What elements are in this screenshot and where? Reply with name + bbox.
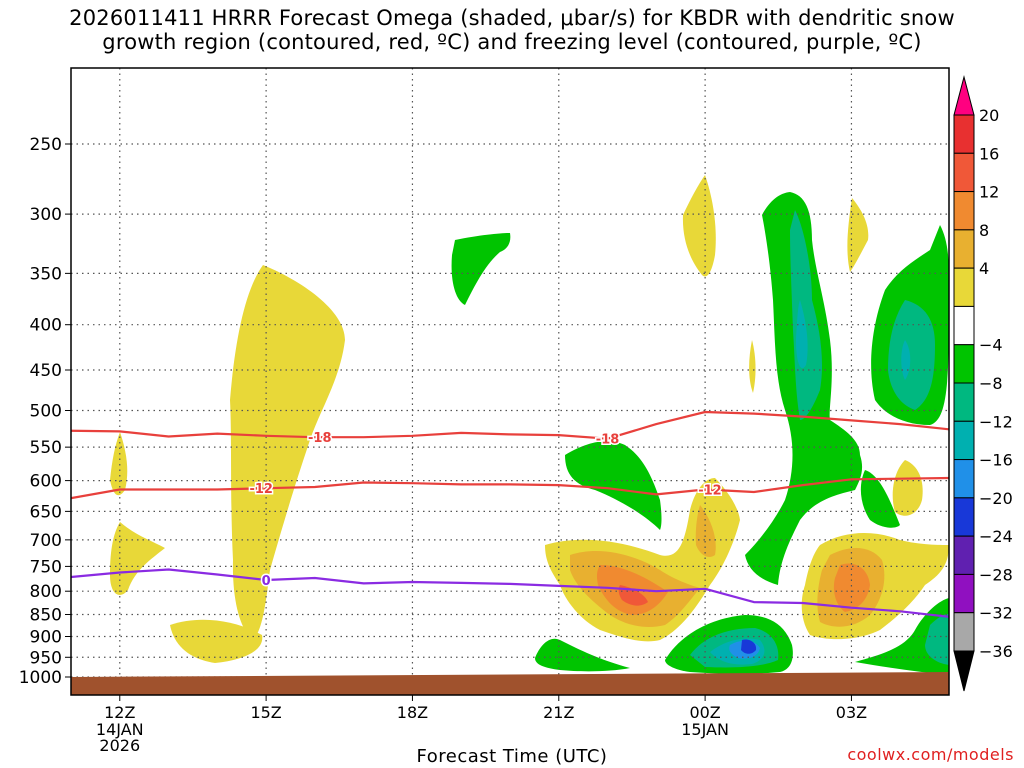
omega-region-orange-00z-a [695,505,716,557]
ground-terrain [71,672,949,695]
colorbar-swatch-5 [953,305,975,346]
y-tick-label-600: 600 [30,472,62,492]
y-tick-label-450: 450 [30,361,62,381]
y-tick-label-250: 250 [30,135,62,155]
contour-label-0-0: 0 [262,574,271,589]
title-line-1: 2026011411 HRRR Forecast Omega (shaded, … [69,6,955,30]
colorbar-swatch-6 [953,344,975,384]
colorbar-label-6: −8 [979,374,1003,393]
colorbar-label-9: −20 [979,489,1013,508]
omega-region-orange-03z-b [833,563,870,612]
omega-region-darkblue-01z [741,639,757,654]
colorbar-swatch-11 [953,535,975,575]
omega-region-green-04z-low [855,598,949,675]
colorbar-swatch-2 [953,191,975,231]
colorbar-bottom-arrow [953,650,975,692]
omega-region-teal-02z [790,210,823,420]
omega-region-teal-04z-low [925,613,949,665]
contour-lines: -18 -18 -12 -12 0 [71,410,949,618]
colorbar-label-3: 8 [979,221,989,240]
y-tick-label-850: 850 [30,606,62,626]
colorbar-swatch-4 [953,267,975,307]
chart-title: 2026011411 HRRR Forecast Omega (shaded, … [0,6,1024,54]
y-tick-label-900: 900 [30,627,62,647]
y-tick-label-750: 750 [30,557,62,577]
contour-line-0 [71,568,949,618]
x-tick-label-21Z: 21Z [543,703,574,722]
omega-region-yellow-03z-upper [847,198,869,272]
colorbar-swatch-9 [953,459,975,499]
colorbar-label-11: −28 [979,565,1013,584]
x-tick-label-15Z: 15Z [250,703,281,722]
colorbar-swatch-8 [953,420,975,461]
x-tick-label-12Z: 12Z [104,703,135,722]
x-tick-label-03Z: 03Z [836,703,867,722]
y-tick-label-350: 350 [30,264,62,284]
omega-region-yellow-04z [892,460,923,516]
colorbar-swatch-12 [953,573,975,614]
colorbar-label-7: −12 [979,412,1013,431]
colorbar-label-5: −4 [979,336,1003,355]
y-tick-label-800: 800 [30,582,62,602]
x-tick-label-00Z: 00Z [689,703,720,722]
omega-region-yellow-00z-upper [682,175,716,277]
credit-text: coolwx.com/models [847,745,1014,764]
omega-region-yellow-15z [230,265,345,640]
y-tick-label-400: 400 [30,316,62,336]
omega-region-green-03z-mid [860,470,900,528]
omega-region-green-22z [565,441,662,530]
y-axis: 2503003504004505005506006507007508008509… [19,135,71,688]
colorbar-label-8: −16 [979,451,1013,470]
y-tick-label-650: 650 [30,502,62,522]
y-tick-label-300: 300 [30,205,62,225]
x-tick-sublabel-15JAN: 15JAN [681,720,729,739]
colorbar-label-13: −36 [979,642,1013,661]
x-tick-sublabel-2026: 2026 [99,736,140,755]
omega-region-yellow-12z-lower [110,522,165,595]
colorbar-swatch-0 [953,114,975,154]
plot-frame [70,67,950,696]
colorbar-swatch-7 [953,382,975,422]
y-tick-label-500: 500 [30,402,62,422]
omega-region-teal-04z [888,300,935,410]
y-tick-label-950: 950 [30,648,62,668]
contour-label--18-0: -18 [308,431,332,446]
x-axis-title: Forecast Time (UTC) [416,746,608,767]
omega-region-yellow-01z [749,340,756,393]
x-tick-label-18Z: 18Z [397,703,428,722]
colorbar-label-12: −32 [979,604,1013,623]
colorbar: 20 16 12 8 4 −4 −8 −12 −16 −20 −24 −28 −32 −36 [953,75,1013,692]
y-tick-label-550: 550 [30,438,62,458]
y-tick-label-1000: 1000 [19,668,62,688]
contour-label--18-1: -18 [596,433,620,448]
omega-region-green-19z [451,233,511,305]
omega-region-yellow-12z-upper [110,432,128,496]
omega-region-cyan-02z [796,300,808,369]
colorbar-swatch-13 [953,612,975,652]
contour-label--12-1: -12 [698,483,722,498]
y-tick-label-700: 700 [30,531,62,551]
omega-shading [110,175,949,675]
colorbar-label-10: −24 [979,527,1013,546]
colorbar-swatch-10 [953,497,975,537]
colorbar-swatch-1 [953,152,975,193]
colorbar-label-4: 4 [979,259,989,278]
colorbar-swatch-3 [953,229,975,269]
x-tick-sublabel-14JAN: 14JAN [96,720,144,739]
colorbar-label-1: 16 [979,144,999,163]
omega-region-yellow-14z [170,619,263,663]
contour-label--12-0: -12 [249,482,273,497]
colorbar-label-0: 20 [979,106,999,125]
contour-line--18 [71,410,949,440]
contour-line--12 [71,476,949,500]
colorbar-top-arrow [953,75,975,116]
title-line-2: growth region (contoured, red, ºC) and f… [102,30,922,54]
colorbar-label-2: 12 [979,183,999,202]
